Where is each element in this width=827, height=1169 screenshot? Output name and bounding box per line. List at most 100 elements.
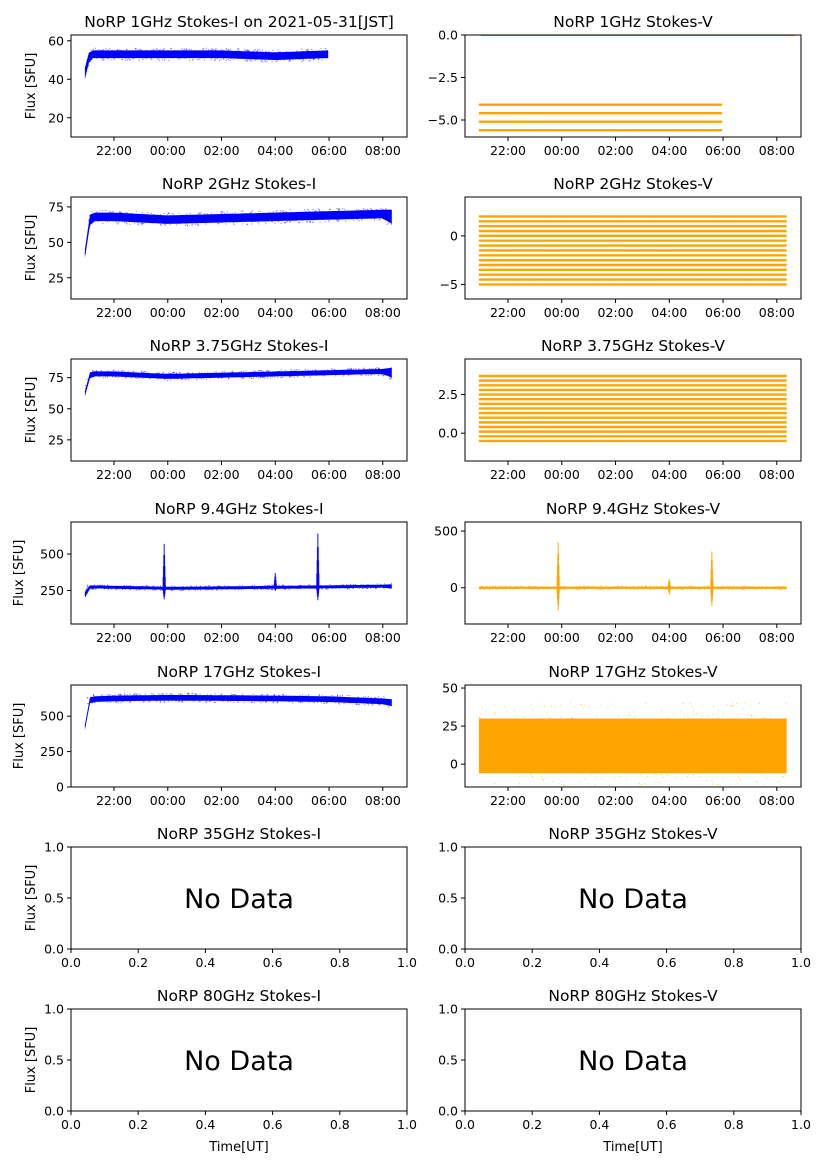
data-point (141, 372, 143, 374)
data-point (137, 49, 139, 51)
data-point (144, 693, 146, 695)
data-point (667, 752, 669, 754)
data-point (128, 58, 131, 61)
y-tick-label: 0.5 (438, 891, 458, 906)
data-point (102, 49, 104, 51)
axes-frame (464, 196, 802, 300)
data-point (681, 587, 683, 589)
data-point (241, 588, 243, 591)
data-point (149, 695, 151, 697)
data-point (562, 762, 565, 764)
data-point (198, 218, 200, 220)
data-point (743, 738, 746, 741)
data-point (583, 757, 586, 760)
data-point (713, 587, 715, 589)
data-point (320, 51, 322, 53)
data-point (512, 588, 514, 590)
x-tick-label: 0.4 (195, 1117, 215, 1132)
data-point (381, 372, 383, 374)
data-point (174, 373, 176, 375)
data-point (202, 218, 204, 220)
data-point (712, 728, 714, 730)
data-point (326, 372, 328, 374)
data-point (102, 210, 104, 212)
data-point (545, 588, 547, 591)
data-point (613, 758, 615, 760)
data-point (596, 283, 599, 286)
data-point (588, 706, 590, 708)
axes-frame (70, 521, 408, 625)
data-point (208, 377, 210, 379)
data-point (372, 367, 374, 370)
data-point (139, 373, 141, 375)
data-point (496, 732, 498, 734)
data-point (88, 218, 90, 220)
data-point (567, 587, 569, 589)
data-point (522, 738, 524, 740)
data-point (558, 724, 561, 726)
data-point (542, 112, 545, 115)
data-point (766, 777, 768, 780)
data-point (662, 757, 664, 759)
data-point (213, 214, 215, 216)
data-point (631, 586, 633, 588)
data-point (527, 389, 530, 391)
data-point (539, 751, 541, 753)
data-point (727, 421, 730, 424)
data-point (122, 375, 124, 377)
data-point (616, 719, 618, 721)
data-point (309, 371, 312, 373)
data-point (608, 788, 609, 789)
data-point (246, 219, 248, 221)
data-point (212, 53, 215, 55)
data-point (363, 696, 365, 698)
data-point (102, 377, 104, 379)
data-point (223, 56, 225, 58)
data-point (678, 768, 680, 770)
data-point (240, 586, 242, 588)
x-tick-label: 0.0 (455, 1117, 475, 1132)
data-point (492, 586, 494, 588)
data-point (359, 585, 361, 587)
data-point (174, 378, 176, 380)
data-point (208, 587, 210, 590)
data-point (784, 389, 787, 391)
data-point (93, 584, 95, 586)
data-point (206, 697, 208, 699)
data-point (166, 213, 168, 216)
data-point (751, 588, 753, 590)
data-point (312, 221, 314, 223)
data-point (98, 584, 100, 586)
data-point (92, 51, 94, 53)
data-point (187, 376, 189, 378)
data-point (382, 375, 385, 377)
data-point (282, 587, 284, 589)
data-point (239, 584, 241, 586)
data-point (199, 693, 201, 695)
data-point (267, 372, 269, 374)
data-point (161, 54, 163, 56)
data-point (150, 697, 153, 700)
data-point (155, 50, 157, 52)
data-point (644, 103, 647, 106)
data-point (574, 586, 576, 588)
data-point (319, 221, 321, 223)
data-point (777, 780, 780, 783)
data-point (312, 213, 314, 215)
data-point (143, 695, 145, 697)
data-point (773, 770, 775, 772)
data-point (130, 696, 132, 698)
data-point (126, 59, 128, 61)
data-point (144, 589, 146, 591)
data-point (586, 788, 587, 789)
data-point (593, 283, 595, 286)
data-point (182, 589, 184, 591)
data-point (239, 375, 241, 377)
data-point (480, 264, 483, 266)
data-point (610, 278, 612, 281)
data-point (298, 701, 300, 703)
data-point (278, 58, 280, 60)
data-point (211, 375, 213, 377)
data-point (168, 588, 170, 590)
data-point (777, 748, 779, 750)
